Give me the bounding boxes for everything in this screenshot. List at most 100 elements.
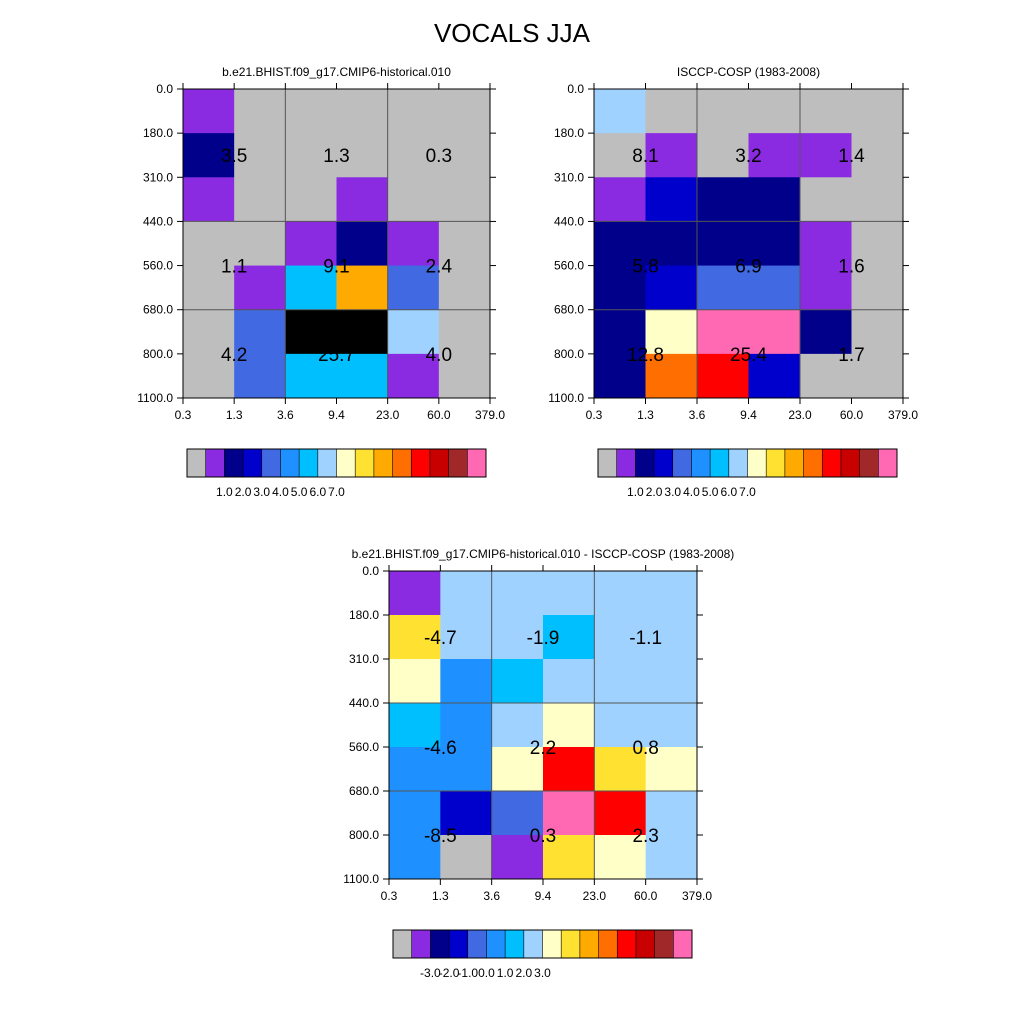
heatmap-cell (543, 747, 595, 792)
colorbar-swatch (392, 449, 412, 477)
data-label: 2.3 (632, 826, 658, 847)
colorbar-swatch (523, 930, 543, 958)
x-tick-label: 3.6 (689, 408, 706, 422)
x-tick-label: 60.0 (840, 408, 864, 422)
heatmap-cell (543, 791, 595, 836)
colorbar-swatch (467, 449, 487, 477)
heatmap-cell (440, 659, 493, 704)
x-tick-label: 9.4 (328, 408, 345, 422)
y-tick-label: 680.0 (349, 784, 379, 798)
data-label: 1.6 (838, 257, 864, 278)
heatmap-cell (389, 659, 441, 704)
heatmap-cell (697, 177, 749, 222)
data-label: 25.7 (318, 345, 355, 366)
y-tick-label: 800.0 (554, 347, 584, 361)
colorbar-swatch (448, 449, 468, 477)
data-label: -4.6 (424, 738, 457, 759)
colorbar-swatch (243, 449, 263, 477)
colorbar-tick-label: -2.0 (439, 966, 460, 980)
heatmap-cell (697, 221, 749, 267)
colorbar-tick-label: 3.0 (664, 485, 681, 499)
heatmap-cell (387, 89, 440, 134)
colorbar-swatch (224, 449, 244, 477)
x-tick-label: 0.3 (586, 408, 603, 422)
heatmap-cell (543, 615, 595, 660)
y-tick-label: 310.0 (349, 652, 379, 666)
heatmap-cell (543, 659, 595, 704)
heatmap-cell (645, 265, 698, 311)
colorbar-swatch (654, 449, 674, 477)
y-tick-label: 560.0 (349, 740, 379, 754)
data-label: 9.1 (323, 257, 349, 278)
heatmap-cell (438, 309, 491, 355)
colorbar-swatch (373, 449, 393, 477)
heatmap-cell (645, 221, 698, 267)
heatmap-cell (440, 615, 493, 660)
heatmap-cell (594, 835, 647, 880)
heatmap-cell (440, 747, 493, 792)
y-tick-label: 180.0 (349, 608, 379, 622)
x-tick-label: 1.3 (226, 408, 243, 422)
heatmap-cell (748, 265, 801, 311)
heatmap-cell (438, 221, 491, 267)
heatmap-cell (851, 353, 904, 399)
heatmap-cell (800, 89, 852, 134)
colorbar-tick-label: 0.0 (478, 966, 495, 980)
heatmap-cell (285, 221, 337, 267)
data-label: 1.7 (838, 345, 864, 366)
colorbar-swatch (617, 930, 637, 958)
colorbar-swatch (710, 449, 730, 477)
colorbar-swatch (859, 449, 879, 477)
heatmap-cell (594, 659, 647, 704)
heatmap-cell (800, 177, 852, 222)
heatmap-cell (594, 571, 647, 616)
heatmap-cell (594, 353, 646, 399)
colorbar-swatch (430, 930, 450, 958)
colorbar-swatch (317, 449, 337, 477)
colorbar-swatch (840, 449, 860, 477)
colorbar-swatch (280, 449, 300, 477)
colorbar-tick-label: 3.0 (253, 485, 270, 499)
heatmap-cell (594, 703, 647, 748)
y-tick-label: 560.0 (554, 259, 584, 273)
heatmap-cell (336, 177, 389, 222)
colorbar-swatch (598, 449, 617, 477)
heatmap-cell (645, 133, 698, 178)
heatmap-cell (697, 309, 749, 355)
y-tick-label: 1100.0 (137, 391, 173, 405)
heatmap-cell (697, 265, 749, 311)
colorbar-tick-label: 5.0 (702, 485, 719, 499)
heatmap-cell (594, 265, 646, 311)
x-tick-label: 1.3 (432, 889, 449, 903)
colorbar-swatch (205, 449, 225, 477)
data-label: -4.7 (424, 628, 457, 649)
heatmap-cell (748, 309, 801, 355)
heatmap-cell (183, 177, 235, 222)
heatmap-cell (387, 177, 440, 222)
colorbar-tick-label: -1.0 (457, 966, 478, 980)
heatmap-cell (851, 221, 904, 267)
colorbar-swatch (635, 930, 655, 958)
heatmap-cell (183, 265, 235, 311)
x-tick-label: 9.4 (740, 408, 757, 422)
colorbar-swatch (691, 449, 711, 477)
colorbar-swatch (635, 449, 655, 477)
heatmap-cell (594, 133, 646, 178)
x-tick-label: 9.4 (535, 889, 552, 903)
heatmap-cell (438, 353, 491, 399)
colorbar-swatch (673, 930, 693, 958)
heatmap-cell (285, 177, 337, 222)
heatmap-cell (594, 221, 646, 267)
heatmap-cell (851, 177, 904, 222)
heatmap-cell (645, 791, 698, 836)
colorbar-tick-label: 1.0 (627, 485, 644, 499)
colorbar-tick-label: -3.0 (420, 966, 441, 980)
colorbar-swatch (355, 449, 375, 477)
y-tick-label: 440.0 (554, 214, 584, 228)
data-label: 5.8 (632, 257, 658, 278)
heatmap-cell (645, 177, 698, 222)
figure-title: VOCALS JJA (433, 18, 591, 48)
colorbar-swatch (784, 449, 804, 477)
colorbar-tick-label: 1.0 (497, 966, 514, 980)
